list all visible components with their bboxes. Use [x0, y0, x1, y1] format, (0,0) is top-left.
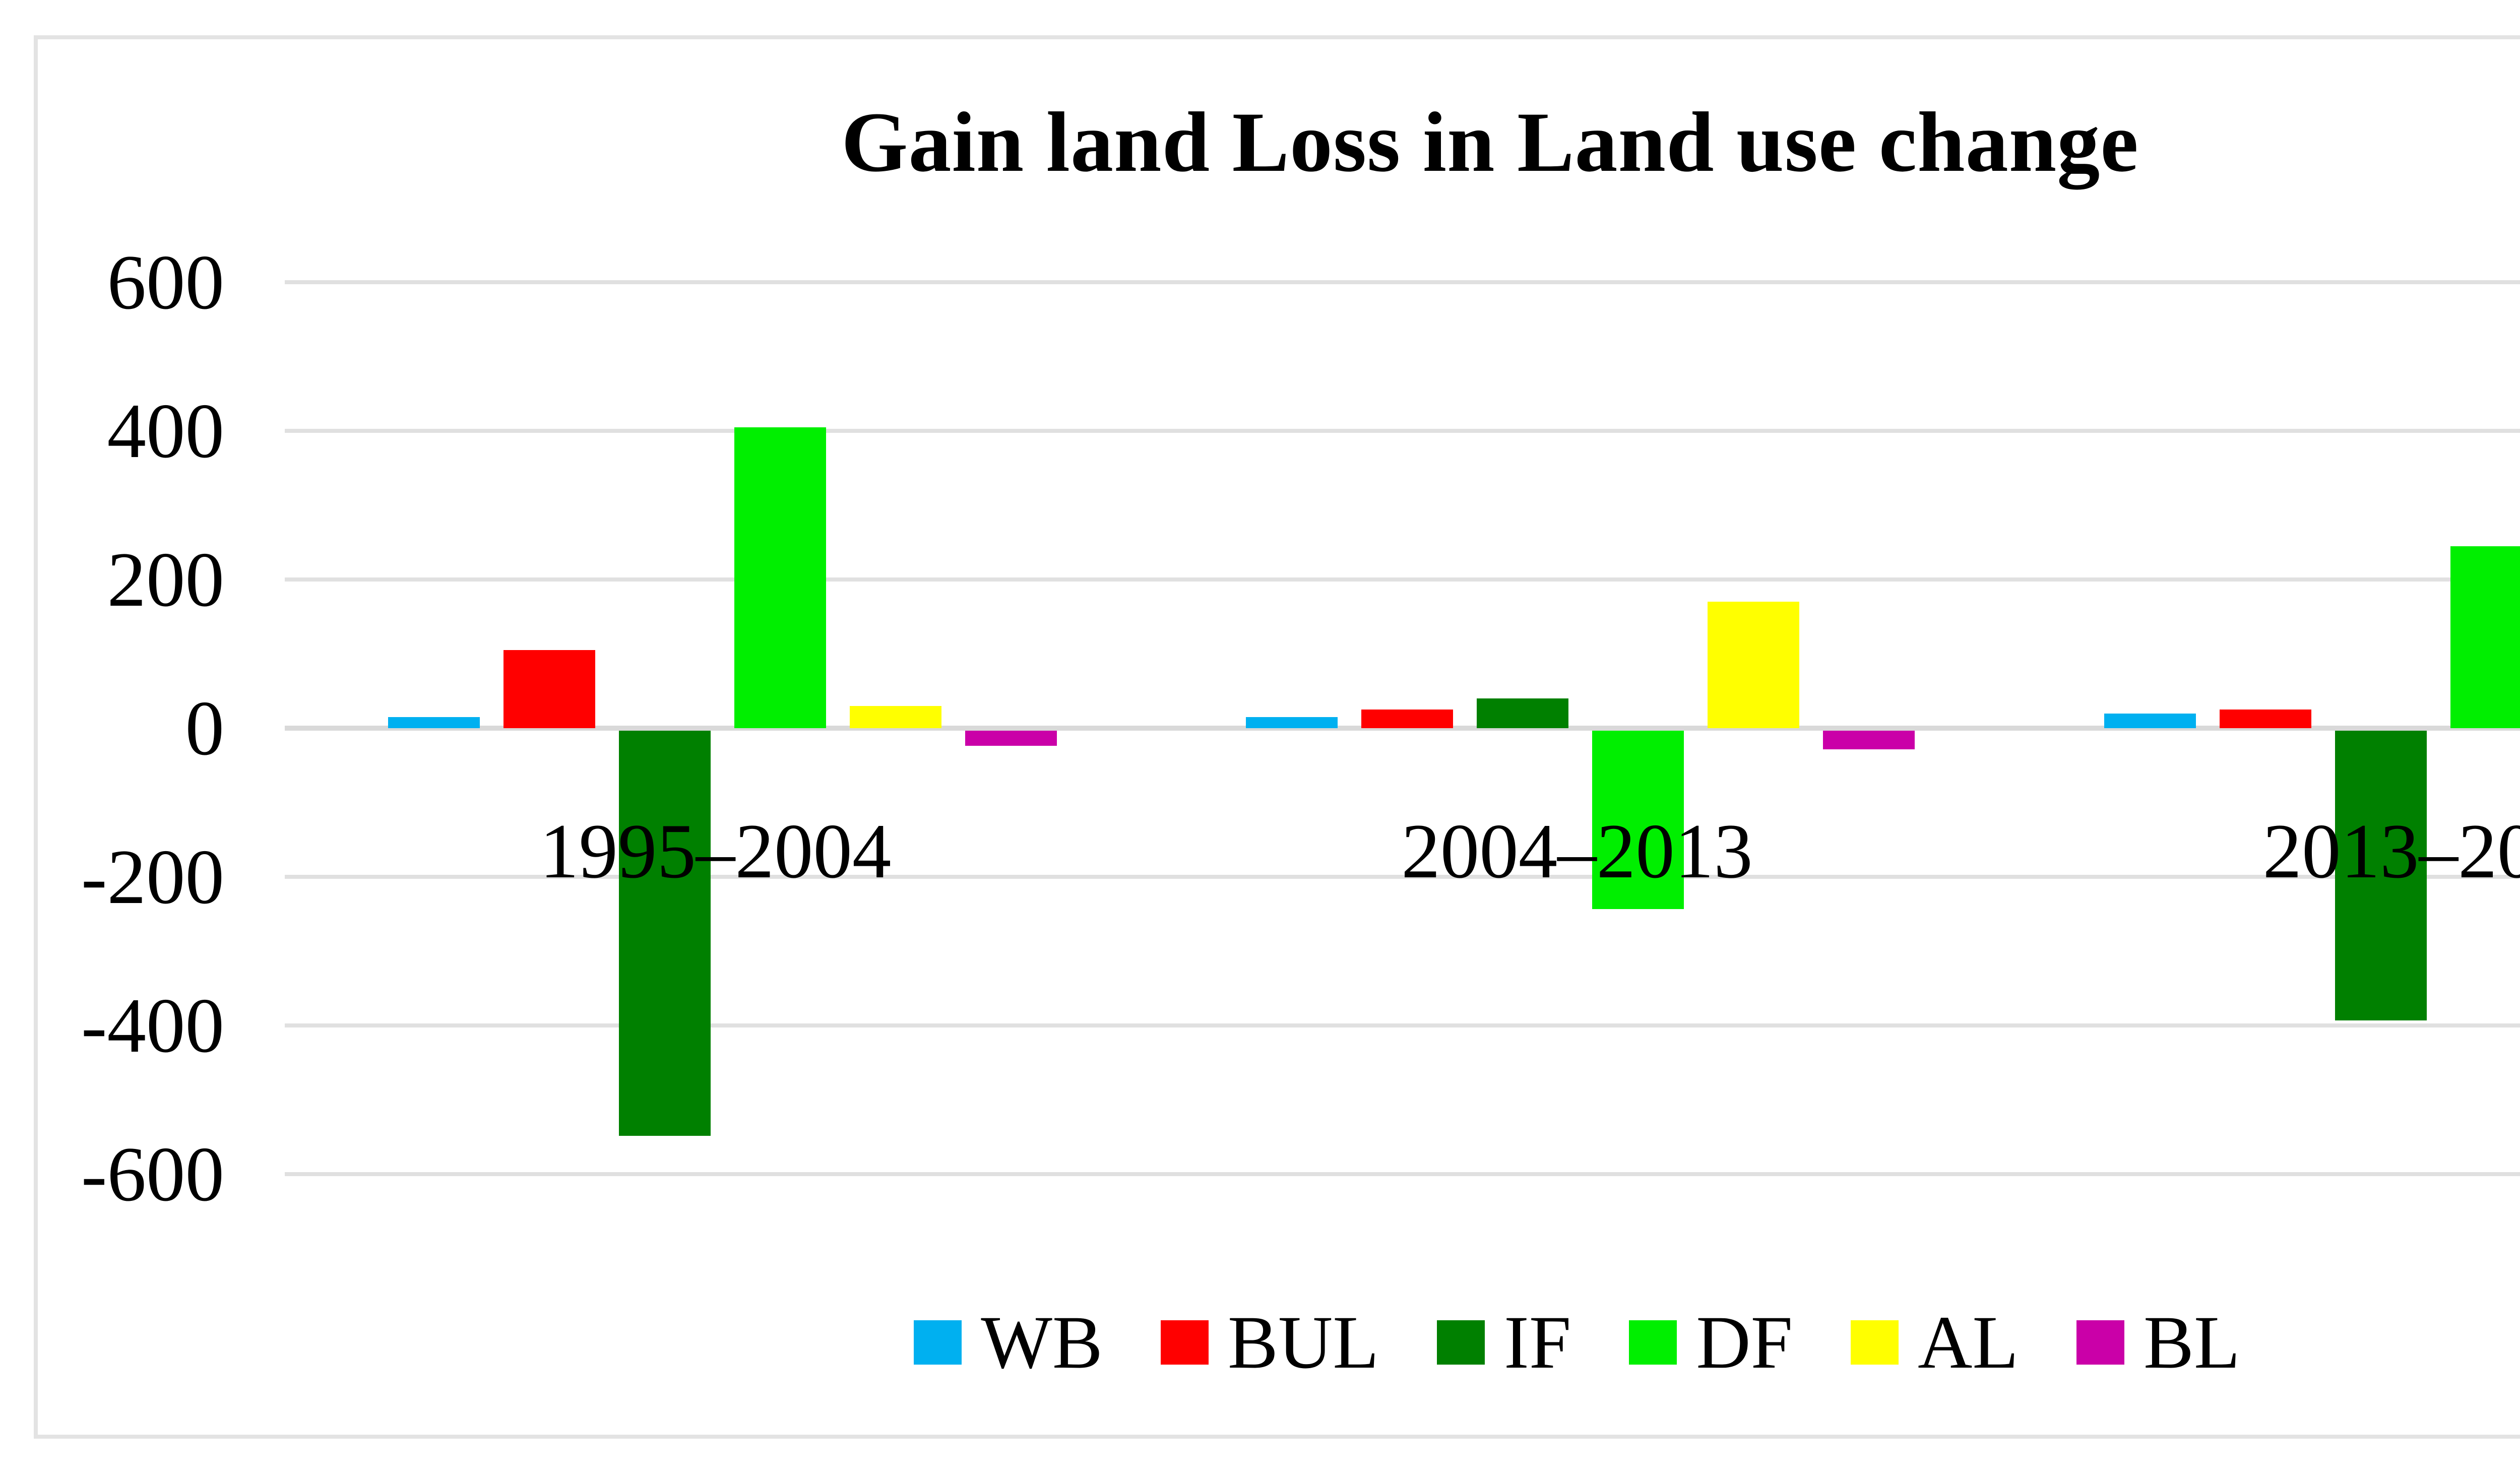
bar-bul-2013–2018 [2220, 710, 2311, 728]
legend-label: DF [1696, 1301, 1793, 1384]
legend-label: BL [2144, 1301, 2240, 1384]
y-tick-label: 200 [107, 536, 225, 623]
legend-swatch-df [1629, 1320, 1677, 1365]
legend-item-bul: BUL [1160, 1301, 1379, 1384]
bar-df-2004–2013 [1592, 731, 1684, 909]
legend-swatch-wb [914, 1320, 962, 1365]
gridline [285, 1172, 2520, 1176]
category-label: 1995–2004 [539, 808, 892, 894]
gridline [285, 429, 2520, 433]
bar-df-2013–2018 [2450, 546, 2520, 728]
bar-bul-1995–2004 [503, 650, 595, 728]
y-tick-label: 400 [107, 388, 225, 474]
legend-item-df: DF [1629, 1305, 1793, 1380]
legend-swatch-if [1436, 1320, 1485, 1365]
bar-if-1995–2004 [619, 731, 711, 1136]
gridline [285, 280, 2520, 284]
gridline [285, 1023, 2520, 1027]
legend-label: WB [981, 1301, 1103, 1384]
legend-item-wb: WB [914, 1305, 1103, 1380]
y-tick-label: 0 [185, 685, 225, 771]
bar-if-2013–2018 [2335, 731, 2427, 1021]
y-tick-label: -400 [81, 982, 224, 1069]
category-label: 2004–2013 [1401, 808, 1753, 894]
legend-swatch-bul [1160, 1320, 1209, 1365]
bar-bul-2004–2013 [1361, 710, 1453, 728]
chart-title: Gain land Loss in Land use change [841, 95, 2139, 189]
legend-item-al: AL [1851, 1305, 2019, 1380]
legend-item-bl: BL [2076, 1305, 2240, 1380]
legend-swatch-bl [2076, 1320, 2125, 1365]
legend: WB BUL IF DF AL BL [285, 1305, 2520, 1380]
bar-df-1995–2004 [734, 427, 826, 728]
category-label: 2013–2018 [2262, 808, 2520, 894]
figure-border [34, 35, 2520, 1439]
bar-wb-2004–2013 [1246, 717, 1338, 728]
bar-al-1995–2004 [850, 705, 941, 728]
y-tick-label: 600 [107, 239, 225, 326]
bar-al-2004–2013 [1708, 602, 1799, 728]
legend-item-if: IF [1436, 1301, 1571, 1384]
legend-label: BUL [1227, 1301, 1379, 1384]
legend-swatch-al [1851, 1320, 1899, 1365]
zero-gridline [285, 726, 2520, 731]
legend-label: IF [1503, 1301, 1571, 1384]
y-tick-label: -600 [81, 1131, 224, 1217]
y-tick-label: -200 [81, 833, 224, 920]
gridline [285, 875, 2520, 879]
bar-wb-2013–2018 [2104, 713, 2196, 728]
legend-label: AL [1918, 1301, 2019, 1384]
bar-wb-1995–2004 [388, 717, 480, 728]
bar-bl-2004–2013 [1823, 731, 1915, 749]
gridline [285, 577, 2520, 582]
bar-if-2004–2013 [1477, 698, 1568, 728]
bar-bl-1995–2004 [965, 731, 1057, 746]
